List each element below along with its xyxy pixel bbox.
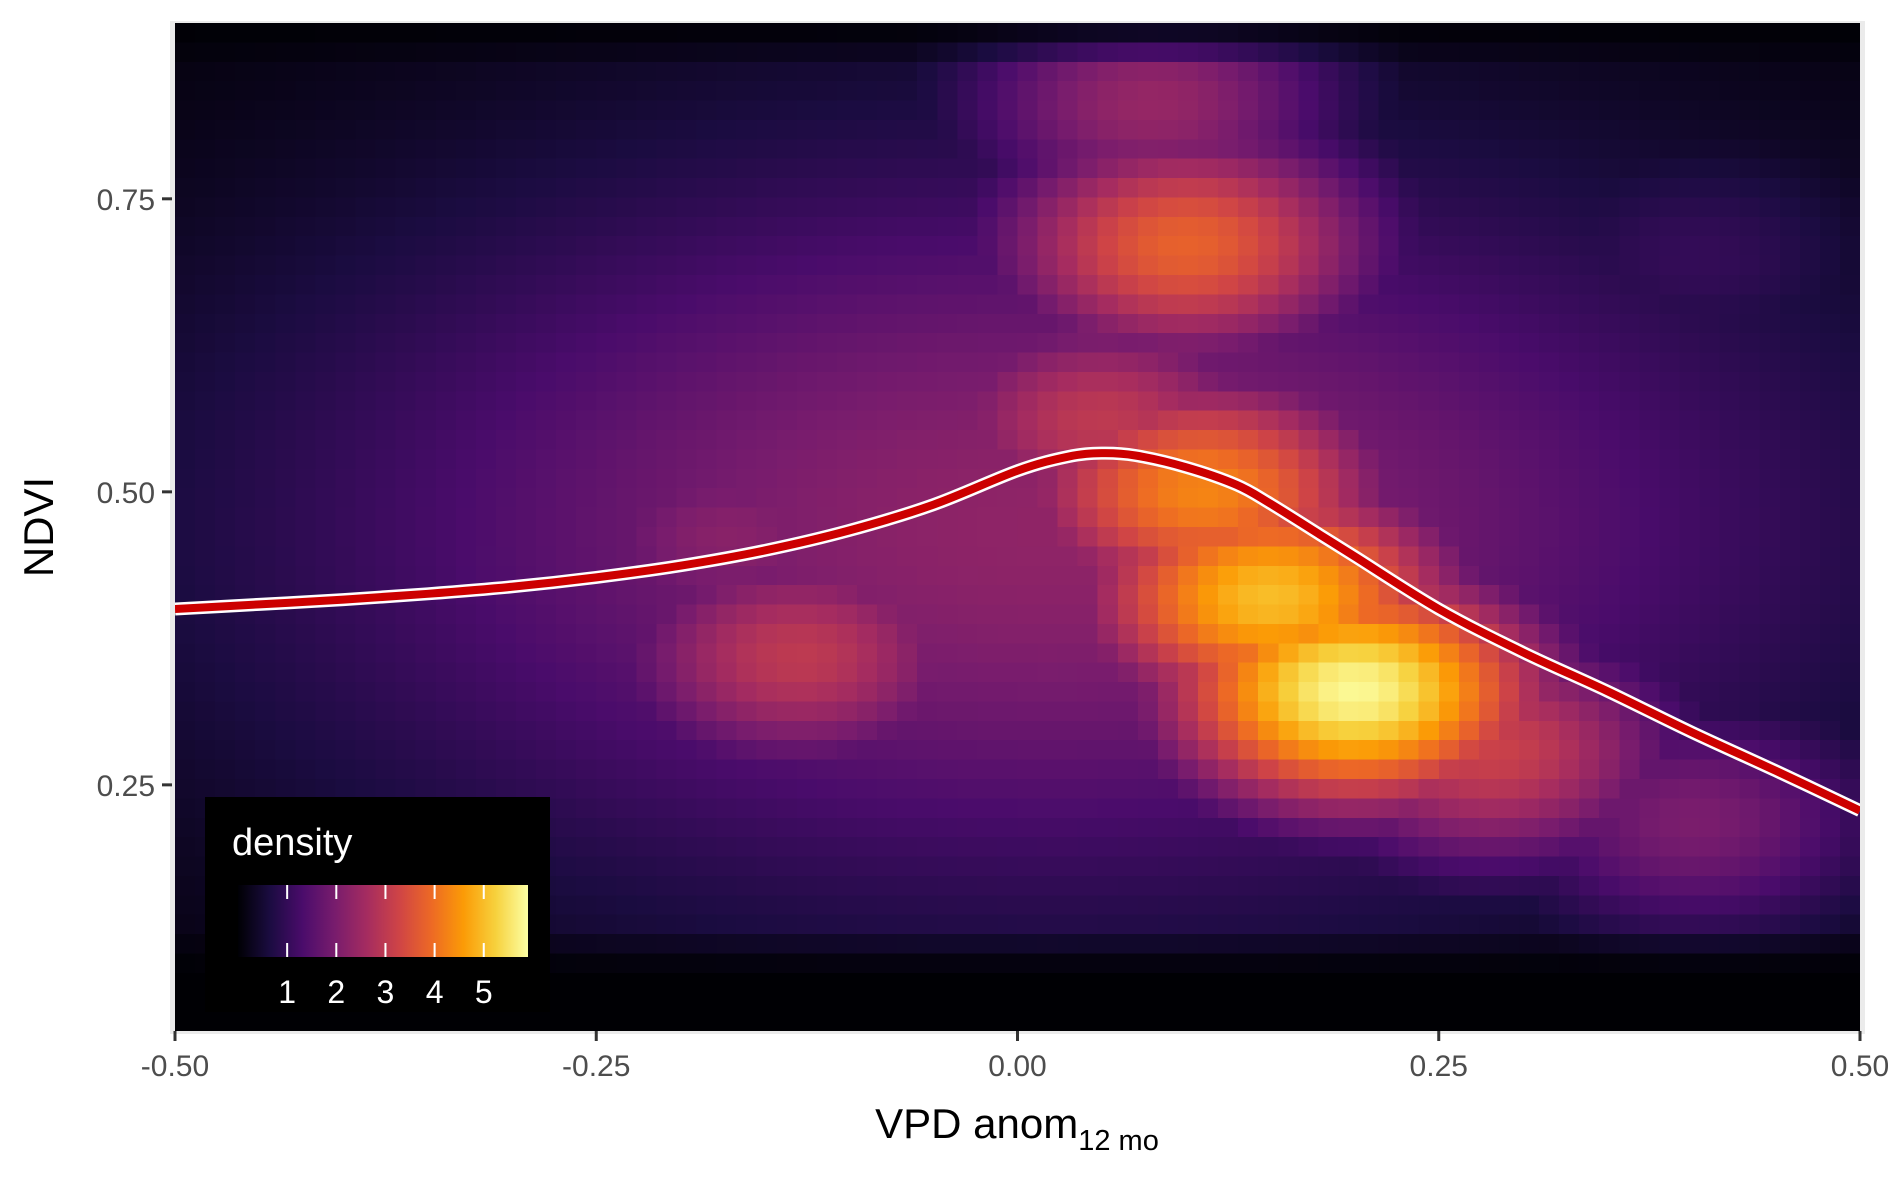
x-axis-title: VPD anom12 mo (875, 1100, 1159, 1157)
x-axis-title-main: VPD anom (875, 1100, 1078, 1147)
x-tick-label: 0.00 (988, 1050, 1046, 1083)
x-axis-title-subscript: 12 mo (1078, 1125, 1159, 1157)
x-tick-label: 0.25 (1410, 1050, 1468, 1083)
y-tick-label: 0.25 (97, 770, 155, 803)
x-tick-label: -0.50 (141, 1050, 209, 1083)
legend-tick-label: 4 (426, 974, 444, 1010)
legend-tick-label: 5 (475, 974, 493, 1010)
x-axis: -0.50 -0.25 0.00 0.25 0.50 (141, 1031, 1889, 1083)
y-tick-label: 0.75 (97, 184, 155, 217)
x-tick-label: 0.50 (1831, 1050, 1889, 1083)
legend-title: density (232, 822, 352, 864)
legend-tick-label: 1 (278, 974, 296, 1010)
y-axis-title: NDVI (15, 477, 62, 577)
legend-tick-label: 2 (327, 974, 345, 1010)
trend-line (175, 449, 1860, 815)
x-tick-label: -0.25 (562, 1050, 630, 1083)
y-tick-label: 0.50 (97, 477, 155, 510)
y-axis: 0.25 0.50 0.75 (97, 184, 172, 803)
legend-tick-label: 3 (377, 974, 395, 1010)
